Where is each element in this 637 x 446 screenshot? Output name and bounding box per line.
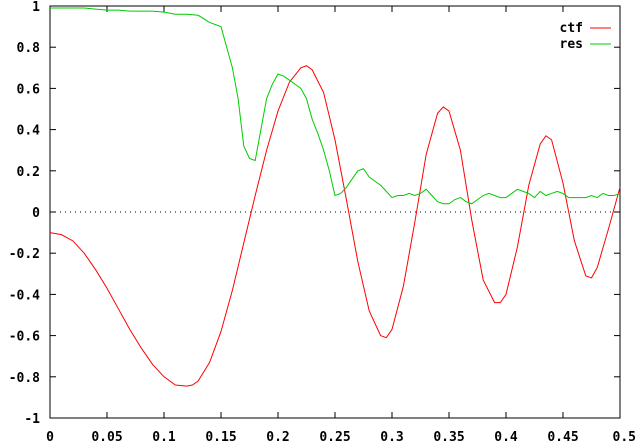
legend-label-ctf: ctf [560, 21, 583, 36]
y-tick-label: -0.6 [9, 330, 40, 345]
y-tick-label: 0.4 [17, 124, 41, 139]
y-tick-label: -0.8 [9, 371, 40, 386]
x-tick-label: 0.2 [266, 430, 289, 445]
x-tick-label: 0 [46, 430, 54, 445]
y-tick-label: 1 [32, 0, 40, 15]
y-tick-label: 0 [32, 206, 40, 221]
axis-tick-labels: 0 0.05 0.1 0.15 0.2 0.25 0.3 0.35 0.4 0.45 0.5 1 0.8… [9, 0, 636, 445]
data-series [49, 7, 621, 387]
y-tick-label: 0.2 [17, 165, 40, 180]
y-tick-label: 0.6 [17, 82, 41, 97]
y-tick-label: -0.4 [9, 288, 40, 303]
x-tick-label: 0.1 [152, 430, 176, 445]
x-tick-label: 0.4 [494, 430, 518, 445]
x-tick-label: 0.3 [380, 430, 403, 445]
series-line-res [50, 7, 621, 205]
y-tick-label: -1 [24, 412, 40, 427]
x-tick-label: 0.5 [613, 430, 636, 445]
x-tick-label: 0.35 [433, 430, 464, 445]
x-tick-label: 0.45 [547, 430, 578, 445]
x-tick-label: 0.15 [205, 430, 236, 445]
y-tick-label: 0.8 [17, 41, 41, 56]
series-line-ctf [49, 65, 621, 387]
axis-ticks [49, 5, 621, 419]
legend-label-res: res [560, 37, 583, 52]
x-tick-label: 0.25 [319, 430, 350, 445]
x-tick-label: 0.05 [91, 430, 122, 445]
y-tick-label: -0.2 [9, 247, 40, 262]
